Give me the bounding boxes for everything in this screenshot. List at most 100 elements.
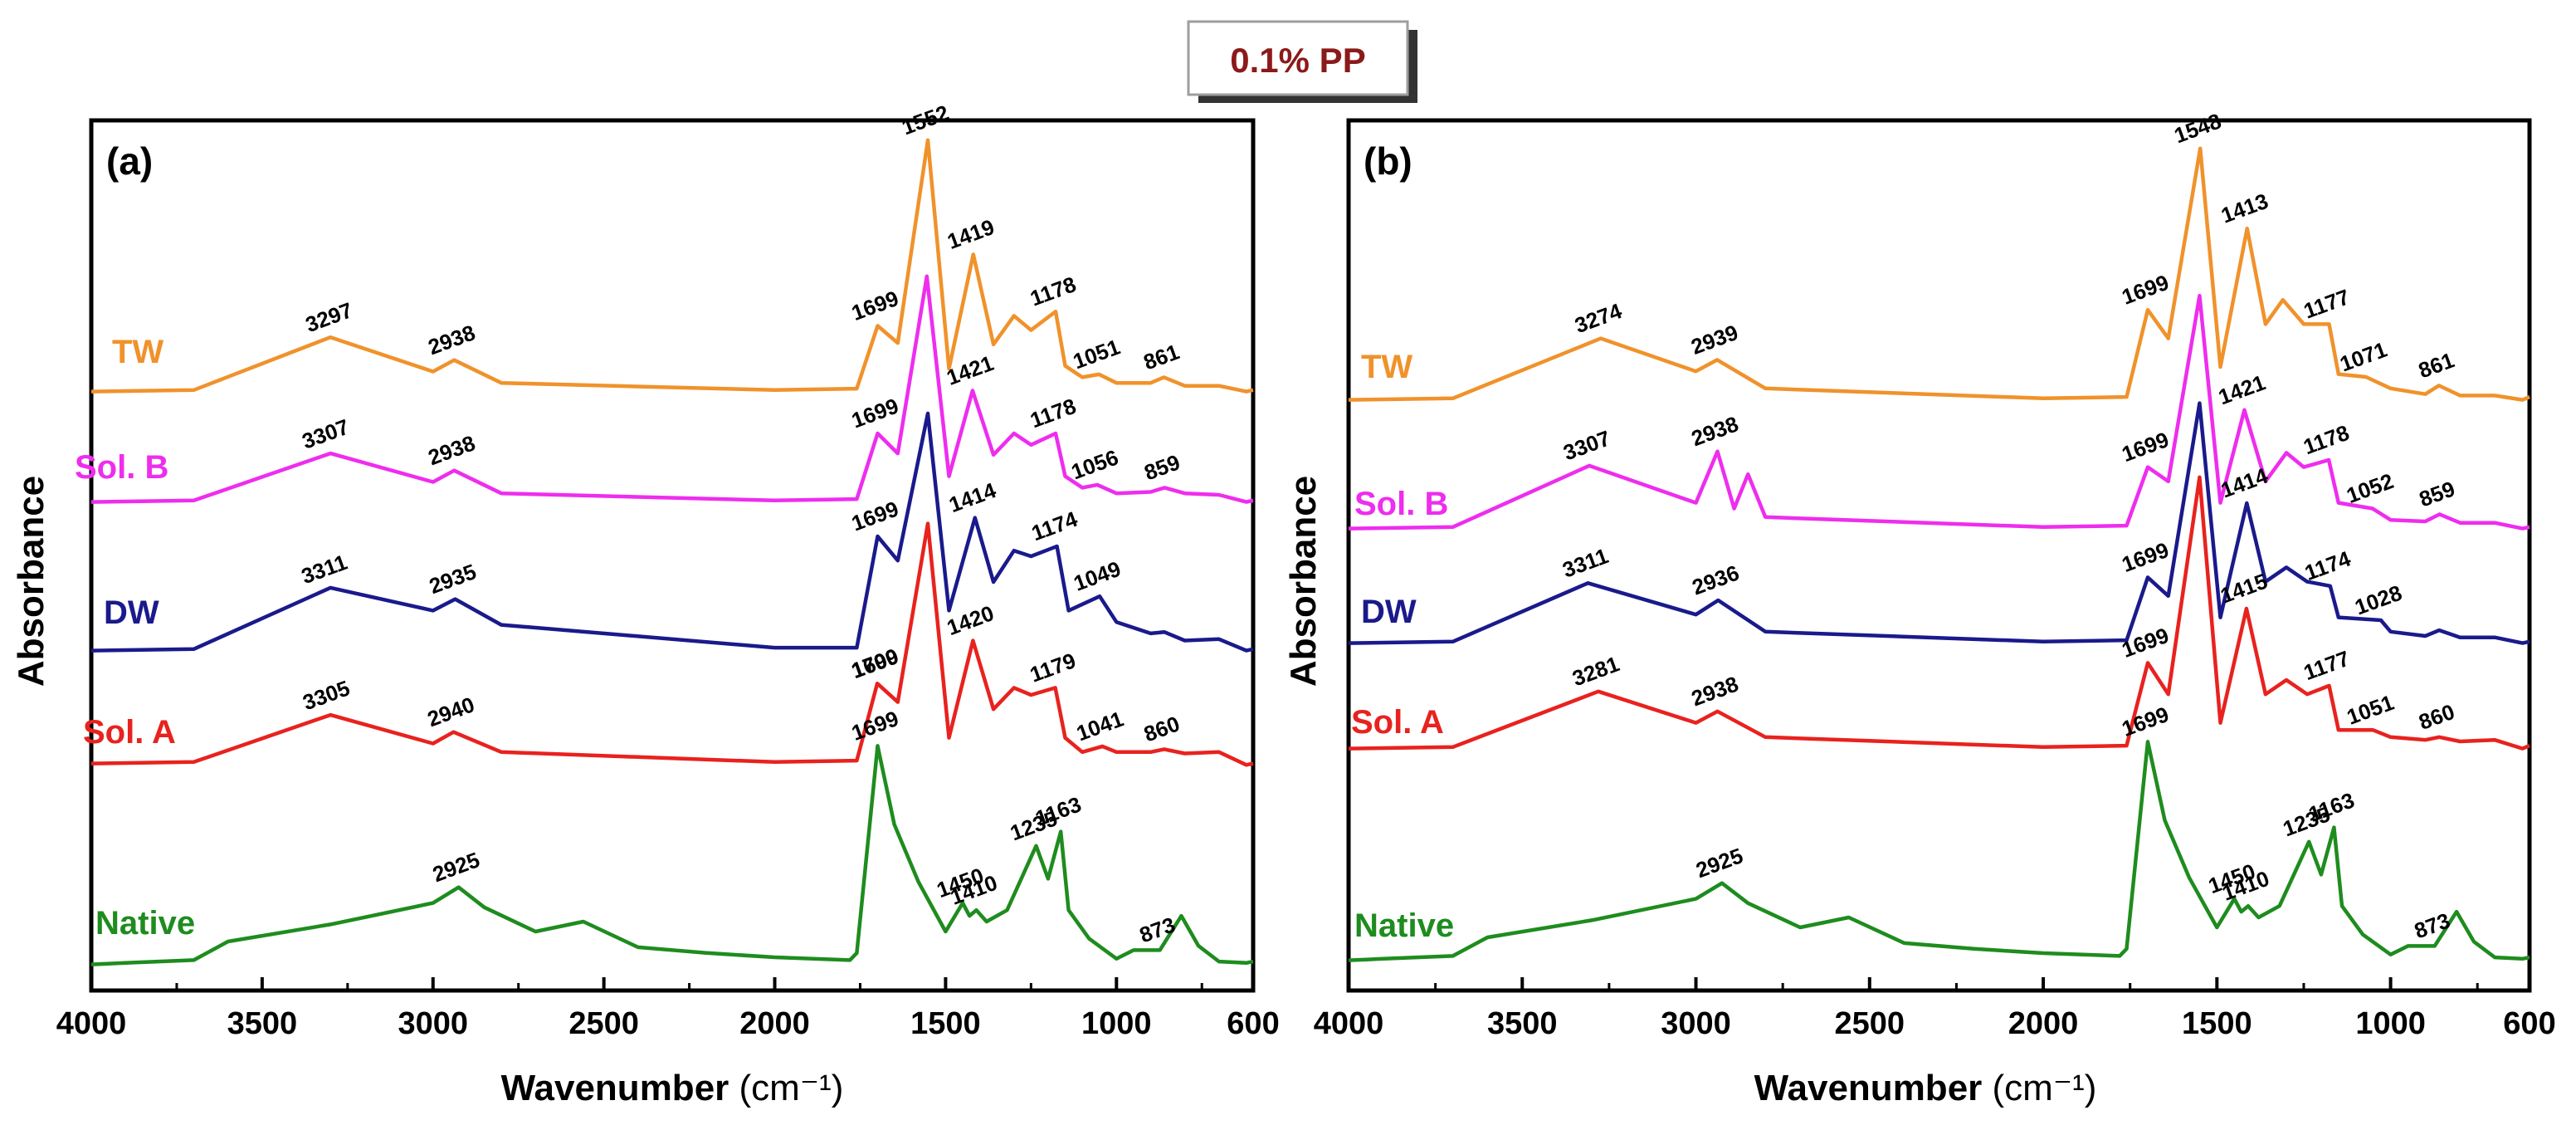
- peak-label: 1051: [2344, 690, 2398, 730]
- x-tick-label: 2000: [2008, 1006, 2079, 1041]
- peak-label: 3281: [1569, 651, 1623, 691]
- series-line: [90, 274, 1254, 504]
- peak-label: 1049: [1071, 556, 1125, 596]
- banner-title: 0.1% PP: [1230, 41, 1365, 80]
- series-line: [1348, 740, 2530, 962]
- x-tick-label: 600: [2503, 1006, 2555, 1041]
- peak-label: 1056: [1068, 444, 1122, 484]
- peak-label: 1177: [2300, 646, 2353, 685]
- series-line: [90, 744, 1254, 966]
- peak-label: 859: [1141, 449, 1183, 485]
- peak-label: 1699: [848, 394, 902, 433]
- peak-label: 1699: [2119, 427, 2173, 467]
- series-solb: Sol. B 3307 2938 1699 1421 1178 1052 859: [1348, 293, 2530, 531]
- series-name-label: TW: [112, 334, 163, 370]
- plot-frame: [1346, 118, 2532, 993]
- y-axis-label: Absorbance: [1283, 476, 1324, 687]
- peak-label: 1699: [848, 706, 902, 746]
- series-name-label: DW: [104, 594, 159, 631]
- peak-label: 1174: [2301, 545, 2354, 585]
- x-tick-label: 2500: [1835, 1006, 1905, 1041]
- peak-label: 3305: [300, 675, 354, 715]
- x-tick-label: 2500: [568, 1006, 639, 1041]
- peak-label: 1415: [2217, 569, 2271, 609]
- peak-label: 3311: [1559, 543, 1612, 582]
- peak-label: 1421: [2215, 369, 2269, 409]
- x-tick-label: 3000: [1661, 1006, 1731, 1041]
- peak-label: 1178: [2300, 420, 2352, 459]
- series-tw: TW 3297 2938 1699 1552 1419 1178 1051 861: [90, 100, 1254, 394]
- series-name-label: DW: [1361, 594, 1417, 630]
- peak-label: 1174: [1028, 506, 1081, 546]
- plot-frame: [89, 118, 1256, 993]
- peak-label: 2938: [425, 320, 479, 360]
- y-axis-label: Absorbance: [11, 476, 51, 687]
- peak-label: 1177: [2300, 284, 2353, 323]
- peak-label: 1041: [1073, 706, 1127, 746]
- peak-label: 861: [1140, 339, 1183, 374]
- panel-label: (a): [106, 139, 153, 183]
- peak-label: 1699: [848, 286, 902, 325]
- peak-label: 1051: [1070, 334, 1124, 374]
- series-line: [90, 411, 1254, 653]
- banner: 0.1% PP: [1187, 20, 1417, 103]
- peak-label: 1178: [1027, 394, 1079, 433]
- peak-label: 1413: [2217, 188, 2271, 228]
- peak-label: 1548: [2171, 108, 2225, 148]
- x-tick-label: 3500: [1487, 1006, 1558, 1041]
- x-tick-label: 3000: [398, 1006, 468, 1041]
- series-tw: TW 3274 2939 1699 1548 1413 1177 1071 861: [1348, 108, 2530, 402]
- x-tick-label: 1500: [910, 1006, 981, 1041]
- peak-label: 859: [2416, 476, 2458, 511]
- peak-label: 1414: [945, 477, 999, 517]
- series-dw: DW 3311 2935 1699 1414 1174 1049: [90, 411, 1254, 653]
- panel-label: (b): [1364, 139, 1412, 183]
- peak-label: 873: [2411, 907, 2453, 943]
- peak-label: 1178: [1027, 271, 1079, 311]
- panel-a: (a) 4000 3500 3000 2500 2000 1500 1000 600 Wavenu…: [11, 100, 1280, 1108]
- series-name-label: TW: [1361, 349, 1412, 385]
- peak-label: 860: [1140, 711, 1183, 746]
- peak-label: 2940: [424, 692, 478, 731]
- x-tick-label: 1500: [2182, 1006, 2252, 1041]
- peak-label: 2935: [426, 559, 480, 599]
- peak-label: 3307: [1560, 425, 1614, 465]
- x-tick-label: 1000: [1081, 1006, 1152, 1041]
- peak-label: 1699: [2119, 623, 2173, 663]
- x-axis-label: Wavenumber (cm⁻¹): [501, 1068, 844, 1108]
- peak-label: 1071: [2336, 337, 2390, 377]
- series-line: [1348, 401, 2530, 645]
- x-tick-label: 4000: [56, 1006, 127, 1041]
- x-axis-label: Wavenumber (cm⁻¹): [1754, 1068, 2097, 1108]
- series-line: [90, 138, 1254, 394]
- peak-label: 2925: [429, 847, 483, 887]
- banner-box: [1187, 20, 1409, 96]
- peak-label: 2939: [1688, 320, 1742, 360]
- peak-label: 1552: [899, 100, 953, 139]
- series-line: [1348, 475, 2530, 751]
- peak-label: 3311: [298, 550, 350, 589]
- peak-label: 1028: [2351, 580, 2405, 620]
- peak-label: 1699: [2119, 702, 2173, 741]
- series-name-label: Sol. A: [83, 714, 176, 751]
- series-line: [1348, 146, 2530, 402]
- peak-label: 2938: [1688, 411, 1742, 451]
- peak-label: 1179: [1027, 648, 1079, 687]
- peak-label: 873: [1136, 912, 1178, 947]
- series-line: [1348, 293, 2530, 531]
- peak-label: 1414: [2217, 462, 2271, 502]
- peak-label: 861: [2415, 347, 2457, 383]
- peak-label: 2938: [425, 430, 479, 470]
- peak-label: 2938: [1688, 671, 1742, 711]
- series-line: [90, 521, 1254, 767]
- series-sola: Sol. A 3281 2938 1699 1415 1177 1051 860: [1348, 475, 2530, 751]
- peak-label: 1419: [944, 214, 998, 254]
- peak-label: 1052: [2343, 468, 2397, 508]
- series-name-label: Native: [1354, 907, 1454, 944]
- peak-label: 1699: [2119, 270, 2173, 310]
- x-tick-label: 1000: [2355, 1006, 2426, 1041]
